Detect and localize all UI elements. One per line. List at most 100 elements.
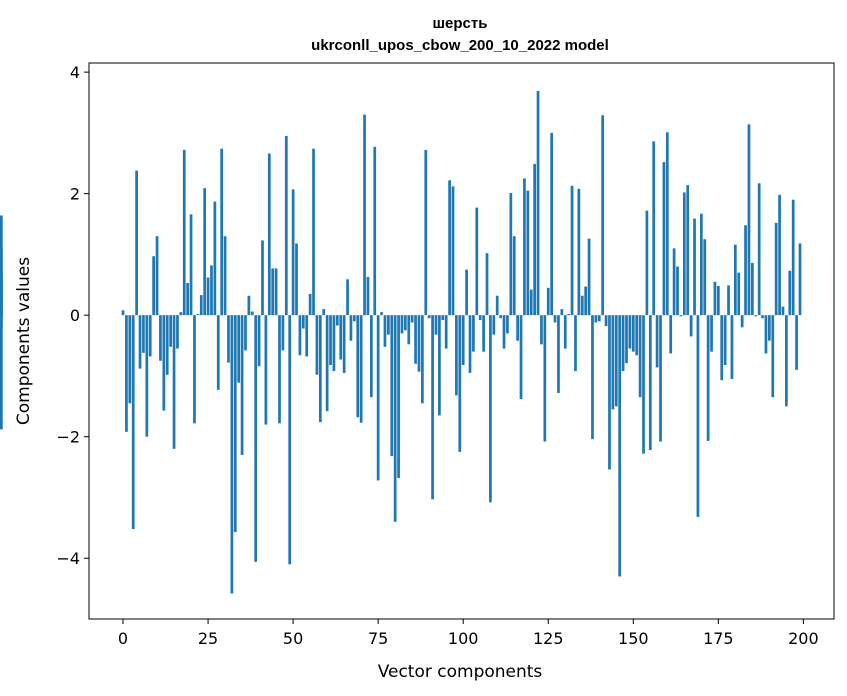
bar — [730, 315, 734, 379]
bar — [597, 315, 601, 322]
x-axis-ticks: 0 25 50 75 100 125 150 175 200 — [118, 619, 819, 648]
bar — [404, 315, 407, 331]
bar — [369, 315, 373, 398]
bar — [540, 315, 543, 345]
bar — [152, 256, 155, 316]
bar — [237, 315, 241, 383]
bar — [768, 315, 771, 341]
bar — [125, 315, 128, 432]
bar — [577, 188, 581, 316]
bar — [318, 315, 322, 423]
bar — [349, 315, 353, 341]
bar — [278, 315, 281, 424]
bar — [261, 240, 264, 316]
bar — [128, 315, 132, 404]
bar — [631, 315, 635, 352]
bar — [376, 315, 380, 481]
bar — [438, 315, 441, 416]
x-tick-label: 175 — [703, 629, 734, 648]
bar — [710, 315, 713, 352]
bar — [244, 315, 247, 351]
bar — [444, 315, 448, 349]
bar — [421, 315, 424, 404]
x-tick-label: 150 — [618, 629, 649, 648]
bar — [628, 315, 632, 349]
x-tick-label: 100 — [448, 629, 479, 648]
bar — [373, 146, 377, 316]
bar — [716, 286, 720, 316]
bar — [366, 276, 370, 316]
bar — [492, 315, 496, 335]
bar — [393, 315, 397, 522]
bar — [727, 285, 730, 316]
bar — [516, 315, 519, 341]
x-tick-label: 50 — [283, 629, 303, 648]
bar — [281, 315, 285, 351]
y-axis-ticks: −4 −2 0 2 4 — [56, 63, 89, 568]
bar — [0, 315, 3, 328]
x-tick-label: 25 — [198, 629, 218, 648]
bar — [186, 282, 190, 316]
bar — [410, 315, 414, 323]
bar — [662, 162, 666, 316]
bar — [781, 306, 785, 316]
bar — [165, 315, 169, 375]
x-tick-label: 0 — [118, 629, 128, 648]
bar — [227, 315, 230, 363]
bar — [182, 149, 186, 316]
bar — [223, 236, 227, 316]
bar — [791, 199, 795, 316]
bar — [635, 315, 639, 356]
bar — [213, 201, 217, 316]
bar — [427, 315, 431, 319]
bar — [570, 185, 574, 316]
bar — [363, 114, 366, 316]
bar — [655, 315, 659, 368]
bar — [159, 315, 162, 361]
bar — [424, 149, 428, 316]
bar — [699, 213, 703, 316]
bar — [271, 268, 275, 316]
bar — [761, 315, 764, 319]
bar — [550, 132, 554, 316]
bar — [264, 315, 268, 425]
bar — [468, 315, 472, 373]
bar — [642, 315, 645, 454]
bar — [713, 281, 717, 316]
bar — [461, 315, 465, 365]
bar — [230, 315, 234, 594]
bar — [591, 315, 594, 440]
bar — [312, 148, 315, 316]
bar — [284, 135, 288, 316]
bar — [665, 132, 669, 316]
bar — [533, 163, 536, 316]
plot-frame — [88, 62, 835, 620]
bar — [785, 315, 788, 407]
bar — [390, 315, 394, 457]
bar — [148, 315, 152, 357]
bar — [335, 315, 339, 326]
bar — [138, 315, 142, 369]
bar — [216, 315, 220, 390]
bar — [495, 295, 499, 316]
bars-group — [0, 90, 802, 594]
bar — [288, 315, 292, 565]
bar — [737, 272, 741, 316]
bar — [771, 315, 775, 398]
bar — [523, 178, 526, 316]
bar — [536, 90, 540, 316]
bar — [778, 194, 781, 316]
bar — [679, 315, 683, 317]
bar — [240, 315, 244, 455]
bar — [441, 315, 445, 321]
bar — [682, 192, 686, 316]
bar — [400, 315, 404, 334]
y-tick-label: −4 — [56, 549, 80, 568]
bar — [162, 315, 166, 411]
bar — [693, 218, 696, 316]
bar — [519, 315, 523, 400]
bar — [414, 315, 417, 364]
bar — [506, 315, 509, 334]
bar — [325, 315, 329, 412]
bar — [210, 265, 213, 316]
